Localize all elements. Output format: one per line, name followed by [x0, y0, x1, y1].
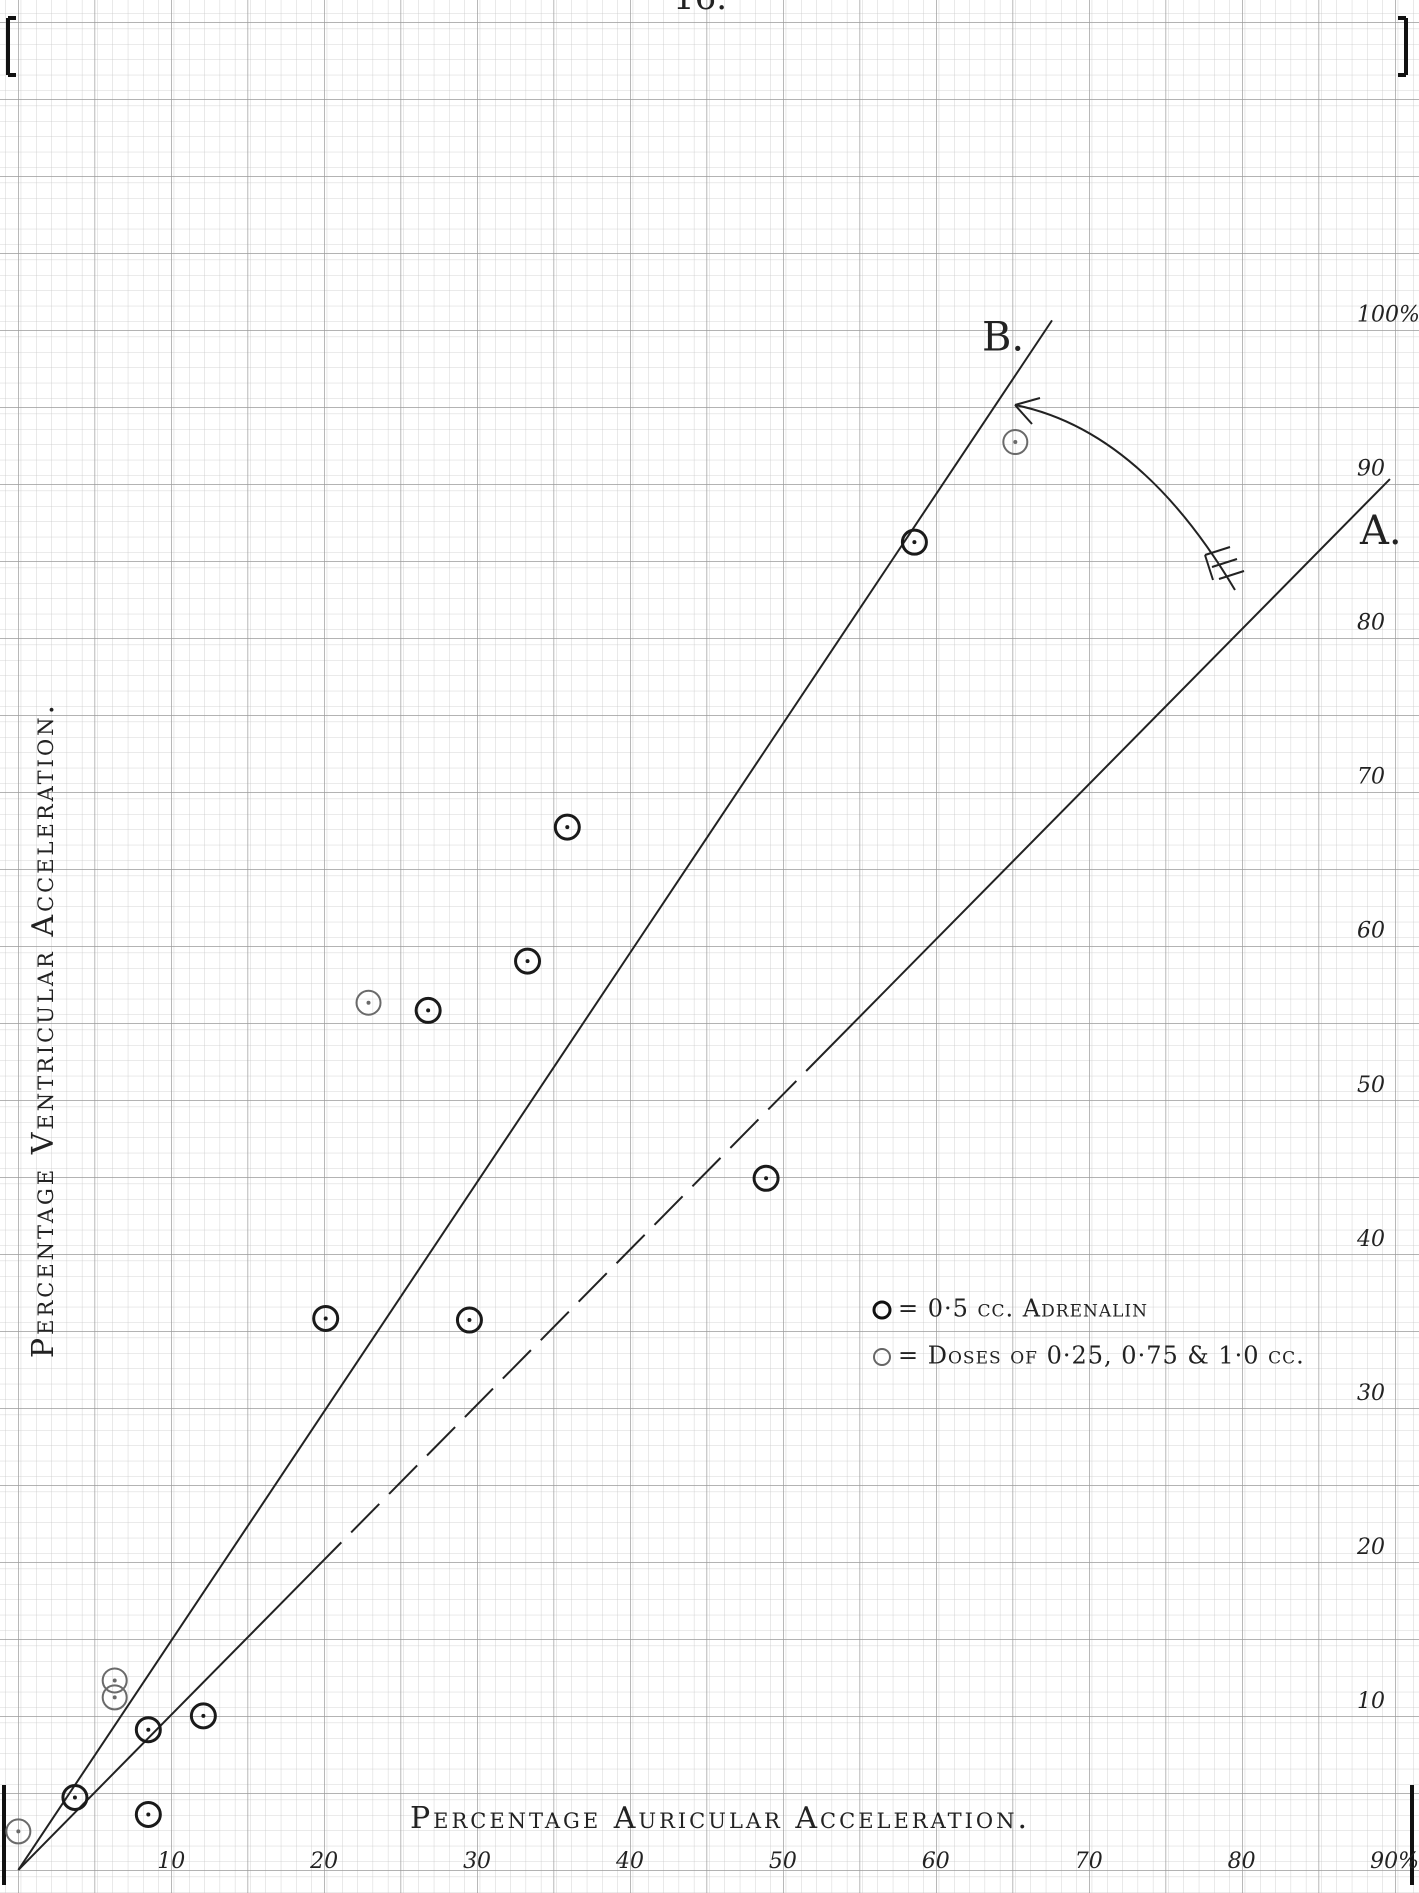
y-tick-label: 50	[1357, 1073, 1385, 1098]
point-dot	[323, 1316, 328, 1321]
point-ring	[355, 989, 382, 1016]
point-ring	[189, 1702, 217, 1730]
point-dot	[112, 1678, 117, 1683]
y-tick-label: 70	[1357, 765, 1385, 790]
point-dot	[467, 1318, 472, 1323]
point-ring	[312, 1304, 340, 1332]
point-dot	[366, 1000, 371, 1005]
point-dot	[764, 1176, 769, 1181]
point-dot	[565, 825, 570, 830]
x-tick-label: 10	[157, 1849, 185, 1874]
x-tick-label: 80	[1228, 1849, 1256, 1874]
y-axis-label: Percentage Ventricular Acceleration.	[26, 702, 61, 1358]
point-ring	[101, 1684, 128, 1711]
x-tick-label: 20	[309, 1849, 338, 1874]
point-ring	[514, 947, 542, 975]
y-tick-label: 90	[1357, 457, 1385, 482]
point-ring	[414, 996, 442, 1024]
point-ring	[101, 1667, 128, 1694]
point-dot	[201, 1713, 206, 1718]
point-ring	[752, 1164, 780, 1192]
y-tick-label: 20	[1356, 1535, 1385, 1560]
legend-label: = Doses of 0·25, 0·75 & 1·0 cc.	[898, 1342, 1305, 1370]
legend-label: = 0·5 cc. Adrenalin	[898, 1295, 1148, 1323]
legend-symbol	[873, 1348, 891, 1366]
arrow-head	[1014, 397, 1245, 581]
y-tick-label: 10	[1357, 1689, 1385, 1714]
page-number: 16.	[673, 0, 727, 18]
point-dot	[112, 1695, 117, 1700]
y-tick-label: 60	[1357, 919, 1385, 944]
y-tick-label: 30	[1357, 1381, 1385, 1406]
y-tick-label: 100%	[1357, 303, 1419, 328]
y-tick-label: 40	[1356, 1227, 1385, 1252]
point-dot	[72, 1795, 77, 1800]
fit-line	[17, 478, 1391, 1871]
x-tick-label: 60	[922, 1849, 950, 1874]
x-tick-label: 50	[769, 1849, 797, 1874]
point-ring	[61, 1784, 89, 1812]
x-tick-label: 30	[463, 1849, 491, 1874]
point-dot	[912, 540, 917, 545]
y-tick-label: 80	[1357, 611, 1385, 636]
corner-marks	[2, 16, 1414, 1885]
point-dot	[525, 959, 530, 964]
point-ring	[5, 1818, 32, 1845]
point-ring	[134, 1800, 162, 1828]
point-ring	[1002, 429, 1029, 456]
point-dot	[146, 1727, 151, 1732]
fit-line	[17, 319, 1053, 1871]
point-ring	[900, 528, 928, 556]
point-dot	[146, 1812, 151, 1817]
point-ring	[455, 1306, 483, 1334]
arrow	[1014, 404, 1236, 591]
x-axis-label: Percentage Auricular Acceleration.	[410, 1801, 1030, 1836]
line-label: A.	[1359, 508, 1402, 554]
point-dot	[16, 1829, 21, 1834]
x-tick-label: 90%	[1370, 1849, 1419, 1874]
point-dot	[1013, 440, 1018, 445]
legend-symbol	[872, 1300, 892, 1320]
point-dot	[426, 1008, 431, 1013]
x-tick-label: 70	[1075, 1849, 1103, 1874]
x-tick-label: 40	[615, 1849, 644, 1874]
point-ring	[134, 1716, 162, 1744]
point-ring	[553, 813, 581, 841]
line-label: B.	[982, 314, 1024, 360]
